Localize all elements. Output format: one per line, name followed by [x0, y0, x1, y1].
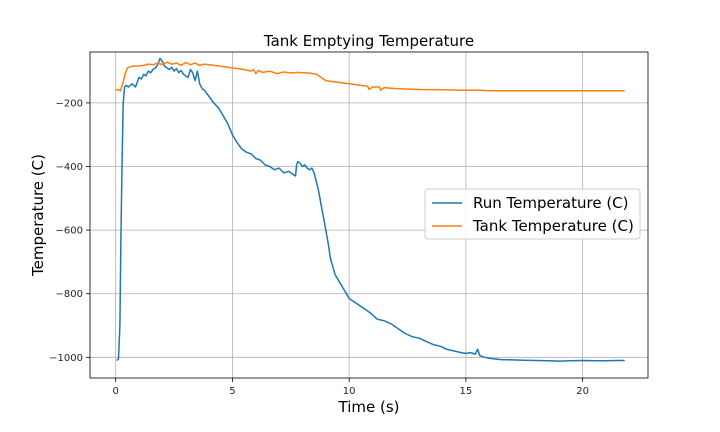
y-tick-label: −400 [56, 162, 83, 173]
x-tick-label: 20 [576, 386, 589, 397]
legend-frame [424, 188, 641, 240]
chart-title: Tank Emptying Temperature [263, 32, 474, 50]
x-axis-title: Time (s) [338, 398, 400, 416]
legend-label-tank: Tank Temperature (C) [472, 217, 634, 235]
x-tick-label: 10 [343, 386, 356, 397]
series-line-tank-temperature [115, 61, 625, 92]
y-tick-label: −800 [56, 289, 83, 300]
x-tick-label: 0 [112, 386, 118, 397]
plot-frame [89, 51, 649, 379]
axes: 0 5 10 15 20 −1000 −800 −600 −400 −200 [49, 51, 649, 397]
series [115, 57, 625, 362]
x-tick-label: 15 [460, 386, 473, 397]
legend-label-run: Run Temperature (C) [473, 194, 629, 212]
y-axis-title: Temperature (C) [29, 154, 47, 277]
legend: Run Temperature (C) Tank Temperature (C) [424, 188, 641, 240]
x-tick-label: 5 [229, 386, 235, 397]
y-tick-label: −200 [56, 98, 83, 109]
y-tick-label: −1000 [49, 353, 83, 364]
y-tick-label: −600 [56, 226, 83, 237]
